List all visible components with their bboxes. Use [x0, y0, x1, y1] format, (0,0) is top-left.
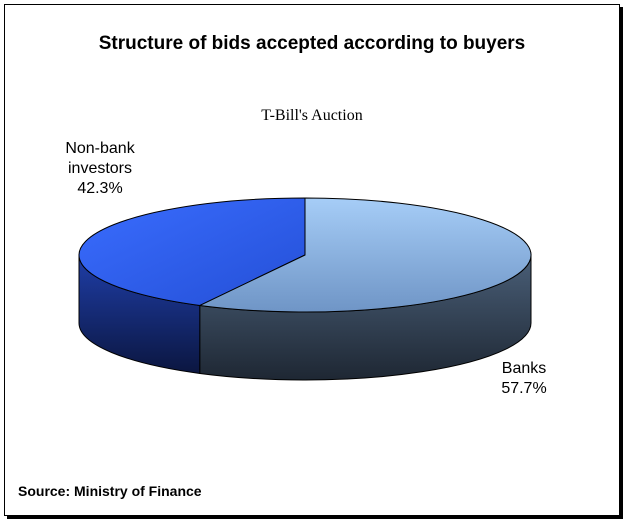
slice-label-non-bank-investors: Non-bank investors 42.3% [55, 139, 145, 199]
chart-title: Structure of bids accepted according to … [98, 33, 526, 54]
chart-frame: Structure of bids accepted according to … [4, 4, 620, 516]
slice-value: 42.3% [77, 180, 123, 197]
slice-name-line-2: investors [67, 160, 133, 177]
slice-name-line-1: Non-bank [65, 140, 135, 157]
pie-chart [78, 197, 532, 381]
chart-subtitle: T-Bill's Auction [261, 107, 363, 124]
slice-label-banks: Banks 57.7% [489, 359, 559, 399]
pie-slice-non-bank-investors [78, 197, 306, 306]
pie-slice-banks [198, 197, 532, 313]
source-note: Source: Ministry of Finance [18, 483, 202, 499]
slice-name-line-1: Banks [501, 360, 547, 377]
slice-value: 57.7% [501, 380, 547, 397]
